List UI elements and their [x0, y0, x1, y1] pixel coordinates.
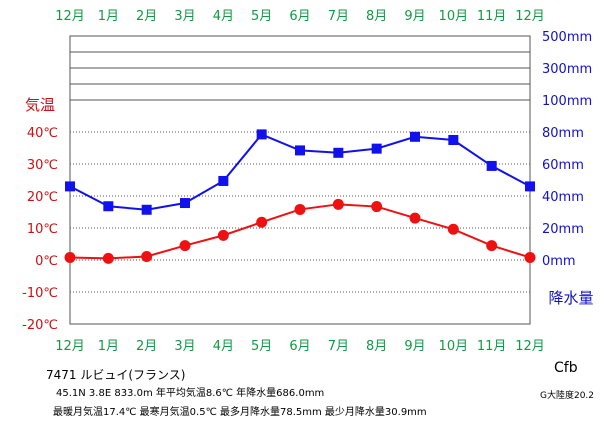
precipitation-point: [180, 198, 190, 209]
precipitation-axis-label: 降水量: [548, 289, 593, 307]
temperature-tick-label: -10℃: [22, 286, 58, 301]
temperature-point: [102, 252, 114, 264]
precipitation-point: [333, 147, 344, 158]
temperature-point: [371, 201, 383, 213]
precipitation-point: [525, 181, 535, 192]
temperature-tick-label: 0℃: [35, 254, 58, 269]
station-extremes: 最暖月気温17.4℃ 最寒月気温0.5℃ 最多月降水量78.5mm 最少月降水量…: [53, 407, 427, 418]
plot-frame: [69, 35, 531, 325]
temperature-tick-label: -20℃: [22, 318, 58, 333]
precipitation-tick-label: 40mm: [542, 190, 584, 205]
precipitation-point: [103, 201, 114, 212]
temperature-point: [294, 203, 306, 215]
month-label-top: 3月: [174, 9, 195, 24]
month-label-bottom: 1月: [98, 339, 119, 354]
precipitation-tick-label: 60mm: [542, 158, 584, 173]
station-name: 7471 ルビュイ(フランス): [46, 368, 186, 382]
precipitation-point: [141, 204, 152, 215]
station-summary: 45.1N 3.8E 833.0m 年平均気温8.6℃ 年降水量686.0mm: [56, 388, 325, 399]
month-label-bottom: 6月: [289, 339, 310, 354]
precipitation-point: [65, 181, 75, 192]
temperature-point: [64, 251, 76, 263]
temperature-point: [217, 229, 229, 241]
precipitation-tick-label: 20mm: [542, 222, 584, 237]
month-label-top: 6月: [289, 9, 310, 24]
temperature-axis-label: 気温: [25, 96, 55, 114]
temperature-tick-label: 20℃: [27, 190, 58, 205]
month-label-bottom: 12月: [515, 339, 545, 354]
month-label-bottom: 3月: [174, 339, 195, 354]
precipitation-point: [256, 129, 267, 140]
month-labels-top: 12月 1月 2月 3月 4月 5月 6月 7月 8月 9月 10月 11月 12月: [55, 9, 545, 24]
temperature-point: [332, 198, 344, 210]
precipitation-tick-label: 100mm: [542, 94, 592, 109]
month-label-top: 1月: [98, 9, 119, 24]
month-label-bottom: 9月: [404, 339, 425, 354]
temperature-point: [141, 250, 153, 262]
month-label-top: 5月: [251, 9, 272, 24]
temperature-series: [64, 198, 536, 264]
precipitation-series: [65, 129, 535, 215]
month-label-top: 10月: [439, 9, 469, 24]
precipitation-point: [218, 175, 229, 186]
month-label-bottom: 4月: [213, 339, 234, 354]
temperature-axis: 40℃ 30℃ 20℃ 10℃ 0℃ -10℃ -20℃: [22, 126, 58, 333]
month-label-bottom: 5月: [251, 339, 272, 354]
continentality-index: G大陸度20.2: [540, 391, 595, 401]
month-label-top: 12月: [55, 9, 85, 24]
temperature-tick-label: 10℃: [27, 222, 58, 237]
temperature-point: [486, 240, 498, 252]
month-label-top: 11月: [477, 9, 507, 24]
grid: [69, 35, 531, 325]
month-labels-bottom: 12月 1月 2月 3月 4月 5月 6月 7月 8月 9月 10月 11月 12月: [55, 339, 545, 354]
precipitation-point: [371, 143, 382, 154]
month-label-bottom: 7月: [328, 339, 349, 354]
precipitation-point: [448, 135, 459, 145]
precipitation-point: [295, 145, 305, 156]
temperature-tick-label: 30℃: [27, 158, 58, 173]
month-label-bottom: 8月: [366, 339, 387, 354]
temperature-point: [179, 240, 191, 252]
precipitation-tick-label: 0mm: [542, 254, 576, 269]
precipitation-tick-label: 300mm: [542, 62, 592, 77]
month-label-bottom: 10月: [439, 339, 469, 354]
precipitation-point: [410, 131, 420, 142]
month-label-top: 8月: [366, 9, 387, 24]
month-label-top: 12月: [515, 9, 545, 24]
temperature-point: [524, 251, 536, 263]
precipitation-axis: 0mm 20mm 40mm 60mm 80mm 100mm 300mm 500mm: [542, 30, 592, 269]
month-label-bottom: 12月: [55, 339, 85, 354]
month-label-bottom: 11月: [477, 339, 507, 354]
month-label-top: 7月: [328, 9, 349, 24]
temperature-tick-label: 40℃: [27, 126, 58, 141]
month-label-top: 2月: [136, 9, 157, 24]
precipitation-tick-label: 500mm: [542, 30, 592, 45]
month-label-top: 9月: [404, 9, 425, 24]
precipitation-point: [486, 160, 497, 171]
month-label-bottom: 2月: [136, 339, 157, 354]
month-label-top: 4月: [213, 9, 234, 24]
temperature-point: [409, 212, 421, 224]
temperature-point: [256, 216, 268, 228]
temperature-point: [447, 223, 459, 235]
precipitation-tick-label: 80mm: [542, 126, 584, 141]
climate-class: Cfb: [554, 360, 578, 376]
